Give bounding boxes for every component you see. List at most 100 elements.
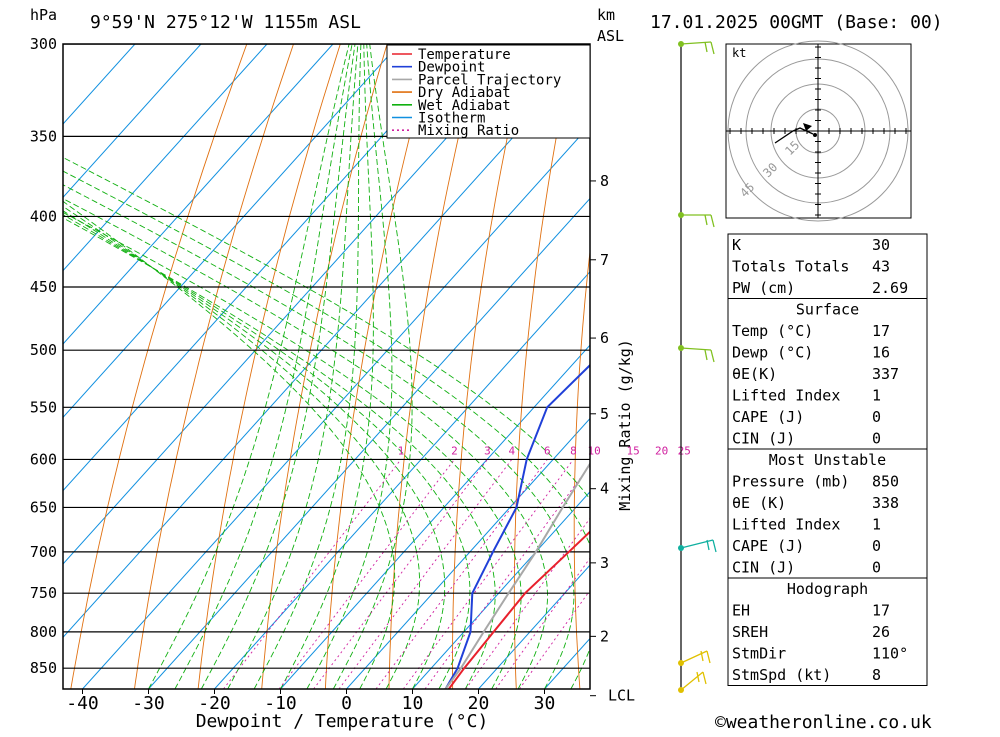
dry-adiabat-line — [262, 44, 387, 689]
table-title: Surface — [796, 301, 859, 319]
pressure-tick-label: 300 — [30, 35, 57, 53]
wind-barb-flag — [705, 215, 707, 225]
mixing-ratio-label: 4 — [508, 444, 515, 457]
wet-adiabat-line — [0, 44, 574, 689]
wind-barb-flag — [705, 42, 707, 52]
table-value: 2.69 — [872, 279, 908, 297]
mixing-ratio-label: 25 — [678, 444, 691, 457]
wet-adiabat-line — [0, 44, 521, 689]
table-value: 17 — [872, 322, 890, 340]
lcl-label: LCL — [608, 687, 635, 705]
km-axis-title: km — [597, 6, 615, 24]
km-tick-label: 3 — [600, 554, 609, 572]
dry-adiabat-line — [453, 44, 528, 689]
pressure-tick-label: 800 — [30, 623, 57, 641]
pressure-tick-label: 850 — [30, 659, 57, 677]
mixing-ratio-label: 8 — [570, 444, 577, 457]
pressure-tick-label: 700 — [30, 543, 57, 561]
table-value: 30 — [872, 236, 890, 254]
hodograph-unit: kt — [732, 46, 746, 60]
dry-adiabat-line — [325, 44, 434, 689]
pressure-tick-label: 550 — [30, 398, 57, 416]
km-tick-label: 7 — [600, 251, 609, 269]
wet-adiabat-line — [0, 44, 547, 689]
mixing-ratio-label: 1 — [398, 444, 405, 457]
km-tick-label: 5 — [600, 405, 609, 423]
dry-adiabat-line — [389, 44, 481, 689]
mixing-ratio-label: 2 — [451, 444, 458, 457]
table-value: 1 — [872, 516, 881, 534]
table-key: CIN (J) — [732, 430, 795, 448]
wind-barb — [681, 672, 703, 690]
wind-barb — [681, 348, 711, 350]
table-key: CAPE (J) — [732, 537, 804, 555]
table-value: 0 — [872, 559, 881, 577]
mixing-ratio-label: 3 — [484, 444, 491, 457]
table-title: Most Unstable — [769, 451, 886, 469]
wind-barb-flag — [711, 42, 714, 54]
hodograph-point — [813, 133, 817, 137]
series-line-dewpoint — [446, 44, 772, 689]
table-value: 43 — [872, 258, 890, 276]
dry-adiabat-line — [198, 44, 340, 689]
x-tick-label: -40 — [66, 693, 99, 714]
wind-barb — [681, 42, 711, 44]
table-key: SREH — [732, 623, 768, 641]
isotherm-line — [0, 44, 531, 689]
mixing-ratio-label: 20 — [655, 444, 668, 457]
dry-adiabat-line — [632, 44, 667, 689]
mixing-ratio-label: 6 — [544, 444, 551, 457]
location-title: 9°59'N 275°12'W 1155m ASL — [90, 12, 361, 33]
x-axis-label: Dewpoint / Temperature (°C) — [196, 711, 489, 732]
wet-adiabat-line — [228, 44, 358, 689]
wet-adiabat-line — [0, 44, 495, 689]
km-tick-label: 6 — [600, 329, 609, 347]
table-key: θE (K) — [732, 494, 786, 512]
table-key: Lifted Index — [732, 387, 840, 405]
pressure-tick-label: 650 — [30, 498, 57, 516]
dry-adiabat-line — [574, 44, 621, 689]
table-key: Dewp (°C) — [732, 344, 813, 362]
km-tick-label: 8 — [600, 172, 609, 190]
mixing-ratio-line — [403, 459, 573, 689]
km-tick-label: 2 — [600, 627, 609, 645]
wet-adiabat-line — [149, 44, 350, 689]
pressure-tick-label: 600 — [30, 450, 57, 468]
dry-adiabat-line — [995, 44, 1000, 689]
table-key: PW (cm) — [732, 279, 795, 297]
km-tick-label: 4 — [600, 480, 609, 498]
pressure-tick-label: 750 — [30, 584, 57, 602]
table-value: 17 — [872, 602, 890, 620]
isotherm-line — [0, 44, 465, 689]
dry-adiabat-line — [947, 44, 1000, 689]
pressure-tick-label: 350 — [30, 127, 57, 145]
dry-adiabat-line — [71, 44, 247, 689]
table-value: 850 — [872, 473, 899, 491]
mixing-ratio-line — [224, 459, 401, 689]
x-tick-label: 30 — [534, 693, 556, 714]
wind-barb-flag — [705, 350, 707, 360]
pressure-tick-label: 450 — [30, 278, 57, 296]
wind-barb — [681, 651, 707, 663]
table-key: θE(K) — [732, 365, 777, 383]
isotherm-line — [215, 44, 796, 689]
table-value: 16 — [872, 344, 890, 362]
table-value: 0 — [872, 408, 881, 426]
copyright-footer: ©weatheronline.co.uk — [715, 712, 932, 733]
x-tick-label: -30 — [132, 693, 165, 714]
hpa-axis-title: hPa — [30, 6, 57, 24]
isotherm-line — [83, 44, 664, 689]
table-value: 1 — [872, 387, 881, 405]
table-value: 338 — [872, 494, 899, 512]
table-key: K — [732, 236, 741, 254]
wind-barb-flag — [707, 651, 710, 663]
table-key: Lifted Index — [732, 516, 840, 534]
table-key: CAPE (J) — [732, 408, 804, 426]
asl-axis-title: ASL — [597, 27, 624, 45]
isotherm-line — [0, 44, 399, 689]
table-key: StmDir — [732, 645, 786, 663]
wind-barb-flag — [711, 350, 714, 362]
